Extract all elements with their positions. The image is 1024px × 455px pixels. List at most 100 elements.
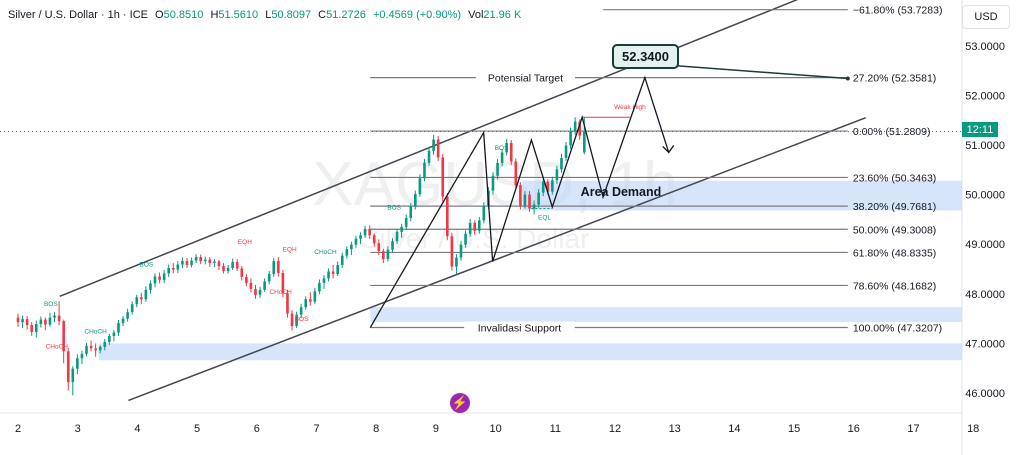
candle-body (414, 194, 417, 207)
candle-body (318, 282, 321, 292)
candle-body (277, 261, 280, 273)
candle-body (340, 255, 344, 266)
price-axis-tick: 52.0000 (965, 90, 1005, 102)
fib-level-label: 38.20% (49.7681) (853, 201, 936, 213)
invalidation-support-label: Invalidasi Support (478, 322, 562, 334)
candle-body (71, 368, 75, 383)
candle-body (372, 235, 376, 244)
candle-body (382, 251, 385, 260)
price-axis-tick: 46.0000 (965, 388, 1005, 400)
candle-body (354, 238, 358, 245)
fib-level-label: 78.60% (48.1682) (853, 280, 936, 292)
time-axis-tick: 14 (728, 423, 740, 435)
candle-body (263, 281, 266, 290)
candle-body (528, 194, 531, 209)
time-axis-tick: 5 (194, 423, 200, 435)
candle-body (432, 139, 435, 151)
candle-body (482, 206, 486, 221)
structure-label: CHoCH (269, 289, 292, 296)
structure-label: BOS (44, 301, 58, 308)
candle-body (441, 157, 445, 197)
price-axis-tick: 51.0000 (965, 140, 1005, 152)
candle-body (222, 266, 225, 271)
candle-body (21, 319, 24, 323)
candle-body (254, 288, 257, 295)
candle-body (350, 244, 353, 250)
potential-target-label-bg (475, 71, 576, 84)
candle-body (158, 276, 161, 280)
candle-body (144, 289, 148, 300)
candle-body (496, 162, 499, 176)
eql-label: EQL (538, 214, 551, 221)
candle-body (290, 313, 294, 327)
candle-body (418, 178, 422, 195)
candle-body (523, 194, 527, 206)
weak-high-label: Weak High (614, 104, 646, 111)
candle-body (167, 268, 171, 274)
candle-body (400, 226, 403, 232)
candle-body (194, 257, 198, 261)
fib-level-label: −61.80% (53.7283) (853, 5, 943, 17)
currency-button[interactable]: USD (962, 5, 1010, 29)
candle-body (578, 121, 582, 136)
candle-body (153, 276, 157, 284)
symbol-name[interactable]: Silver / U.S. Dollar · 1h · ICE (8, 9, 148, 21)
candle-body (363, 228, 367, 236)
candle-body (199, 257, 202, 262)
time-axis-tick: 13 (669, 423, 681, 435)
candle-body (423, 162, 426, 179)
candle-body (404, 217, 408, 227)
candle-body (94, 348, 97, 351)
candle-body (583, 131, 586, 153)
candle-body (386, 249, 390, 260)
candle-body (103, 341, 107, 347)
potential-target-label: Potensial Target (488, 73, 563, 85)
candle-body (190, 260, 193, 266)
time-axis-tick: 12 (609, 423, 621, 435)
candle-body (217, 261, 221, 267)
candle-body (130, 304, 134, 313)
candle-body (98, 346, 102, 351)
channel-lower-line (128, 117, 867, 402)
candle-body (135, 297, 139, 305)
candle-body (473, 222, 477, 231)
candle-body (537, 192, 540, 205)
candle-body (322, 278, 326, 283)
candle-body (450, 236, 454, 267)
projection-path (369, 75, 670, 328)
candle-body (245, 276, 248, 283)
candle-body (89, 345, 93, 349)
candle-body (272, 261, 276, 274)
low-value: 50.8097 (271, 9, 312, 21)
candle-body (555, 169, 559, 181)
price-axis-tick: 47.0000 (965, 338, 1005, 350)
structure-label: EQH (283, 247, 297, 254)
lower-support-zone (98, 343, 963, 361)
low-label: L (265, 9, 272, 21)
candle-body (477, 220, 481, 231)
time-axis-tick: 16 (848, 423, 860, 435)
projection-arrowhead (662, 145, 675, 154)
candle-body (62, 321, 65, 352)
candle-body (267, 273, 271, 282)
candle-body (391, 241, 394, 250)
candle-body (446, 196, 449, 237)
candle-body (121, 318, 125, 324)
time-axis-tick: 9 (433, 423, 439, 435)
candle-body (308, 299, 312, 302)
time-axis-tick: 15 (788, 423, 800, 435)
bolt-icon[interactable]: ⚡ (450, 393, 470, 413)
fib-level-label: 27.20% (52.3581) (853, 73, 936, 85)
structure-label: CHoCH (84, 328, 107, 335)
candle-body (181, 261, 184, 265)
time-axis-tick: 8 (373, 423, 379, 435)
time-axis-tick: 7 (313, 423, 319, 435)
structure-label: BOS (495, 145, 509, 152)
candle-body (359, 235, 362, 239)
candle-body (299, 307, 303, 315)
invalidation-support-label-bg (464, 321, 575, 334)
candle-body (468, 222, 472, 234)
target-price-callout: 52.3400 (612, 44, 679, 69)
price-axis-tick: 48.0000 (965, 289, 1005, 301)
